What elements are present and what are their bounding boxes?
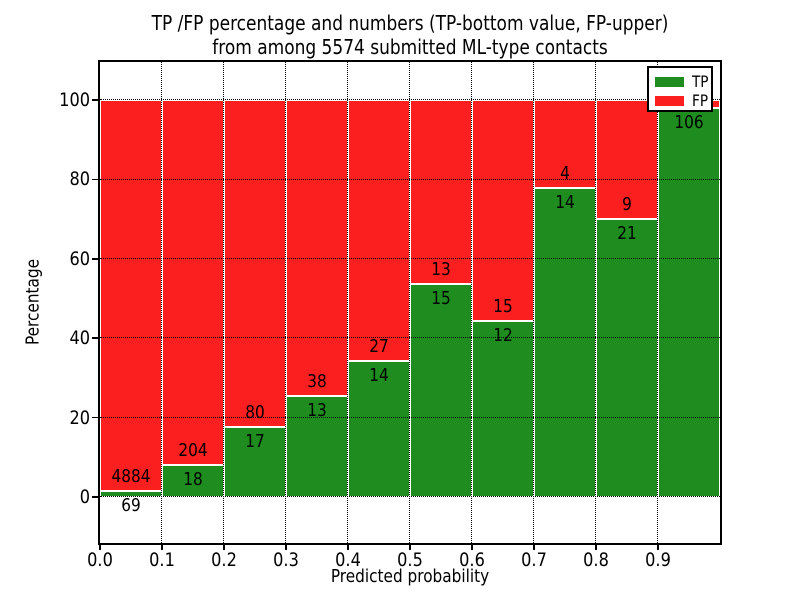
tp-count-label: 12 <box>493 324 513 346</box>
y-tick <box>92 496 98 498</box>
fp-bar-segment <box>162 100 224 465</box>
x-tick-label: 0.2 <box>211 549 237 571</box>
x-tick <box>409 544 411 550</box>
chart-title-line1: TP /FP percentage and numbers (TP-bottom… <box>151 11 669 35</box>
y-tick-label: 0 <box>79 486 90 508</box>
legend-swatch-fp-icon <box>655 95 684 106</box>
fp-count-label: 13 <box>431 259 451 281</box>
y-tick-label: 60 <box>69 247 90 270</box>
y-tick <box>92 178 98 181</box>
tp-bar-segment <box>472 320 534 497</box>
x-gridline <box>347 62 349 543</box>
x-tick <box>223 544 225 550</box>
fp-bar-segment <box>348 100 410 362</box>
tp-count-label: 106 <box>674 111 704 133</box>
tp-bar-segment <box>596 219 658 497</box>
y-tick <box>92 337 98 339</box>
fp-bar-segment <box>534 100 596 189</box>
tp-count-label: 14 <box>555 192 575 214</box>
x-tick <box>595 544 597 550</box>
x-tick-label: 0.3 <box>273 549 299 571</box>
y-tick <box>92 99 98 101</box>
y-tick-label: 80 <box>69 168 90 191</box>
x-tick <box>657 544 659 550</box>
tp-count-label: 69 <box>121 495 141 517</box>
x-tick-label: 0.8 <box>583 549 609 571</box>
fp-bar-segment <box>410 100 472 285</box>
x-tick <box>533 544 535 550</box>
x-gridline <box>533 62 535 543</box>
x-tick-label: 0.1 <box>149 549 175 571</box>
tp-bar-segment <box>410 284 472 497</box>
fp-count-label: 204 <box>178 439 208 461</box>
x-tick-label: 0.7 <box>521 549 547 571</box>
legend-item: FP <box>655 91 711 110</box>
x-tick-label: 0.5 <box>397 549 423 571</box>
x-tick <box>99 544 101 550</box>
tp-bar-segment <box>286 395 348 497</box>
x-gridline <box>595 62 597 543</box>
x-gridline <box>161 62 163 543</box>
x-tick-label: 0.9 <box>645 549 671 571</box>
tp-bar-segment <box>534 188 596 497</box>
fp-count-label: 4884 <box>111 466 151 488</box>
fp-bar-segment <box>596 100 658 220</box>
fp-count-label: 4 <box>560 163 570 185</box>
x-tick-label: 0.6 <box>459 549 485 571</box>
x-tick-label: 0.0 <box>87 549 113 571</box>
tp-count-label: 15 <box>431 288 451 310</box>
fp-count-label: 9 <box>622 194 632 216</box>
fp-count-label: 80 <box>245 402 265 424</box>
legend-label-fp: FP <box>692 91 709 110</box>
x-tick <box>471 544 473 550</box>
fp-bar-segment <box>224 100 286 428</box>
chart-title-line2: from among 5574 submitted ML-type contac… <box>212 35 608 59</box>
y-tick-label: 100 <box>59 89 90 111</box>
fp-count-label: 15 <box>493 295 513 317</box>
tp-count-label: 17 <box>245 431 265 453</box>
x-tick <box>161 544 163 550</box>
y-tick <box>92 416 98 419</box>
fp-bar-segment <box>286 100 348 396</box>
tp-count-label: 21 <box>617 223 637 245</box>
x-axis-label: Predicted probability <box>330 566 490 587</box>
y-tick <box>92 258 98 260</box>
fp-bar-segment <box>472 100 534 321</box>
legend: TP FP <box>647 66 713 112</box>
plot-area: 4884 69 204 18 80 17 38 13 27 14 13 15 15 12 4 14 9 21 106 <box>98 60 722 545</box>
legend-swatch-tp-icon <box>655 76 684 87</box>
y-tick-label: 40 <box>69 327 90 350</box>
x-gridline <box>409 62 411 543</box>
x-gridline <box>657 62 659 543</box>
x-tick-label: 0.4 <box>335 549 361 571</box>
x-tick <box>285 544 287 550</box>
x-tick <box>347 544 349 550</box>
tp-count-label: 13 <box>307 399 327 421</box>
tp-bar-segment <box>658 107 720 497</box>
x-gridline <box>285 62 287 543</box>
legend-item: TP <box>655 72 711 91</box>
legend-label-tp: TP <box>692 72 709 91</box>
fp-bar-segment <box>100 100 162 492</box>
fp-count-label: 27 <box>369 336 389 358</box>
x-gridline <box>471 62 473 543</box>
tp-count-label: 14 <box>369 365 389 387</box>
fp-count-label: 38 <box>307 370 327 392</box>
tp-count-label: 18 <box>183 468 203 490</box>
x-gridline <box>223 62 225 543</box>
tp-bar-segment <box>162 464 224 497</box>
y-tick-label: 20 <box>69 406 90 429</box>
